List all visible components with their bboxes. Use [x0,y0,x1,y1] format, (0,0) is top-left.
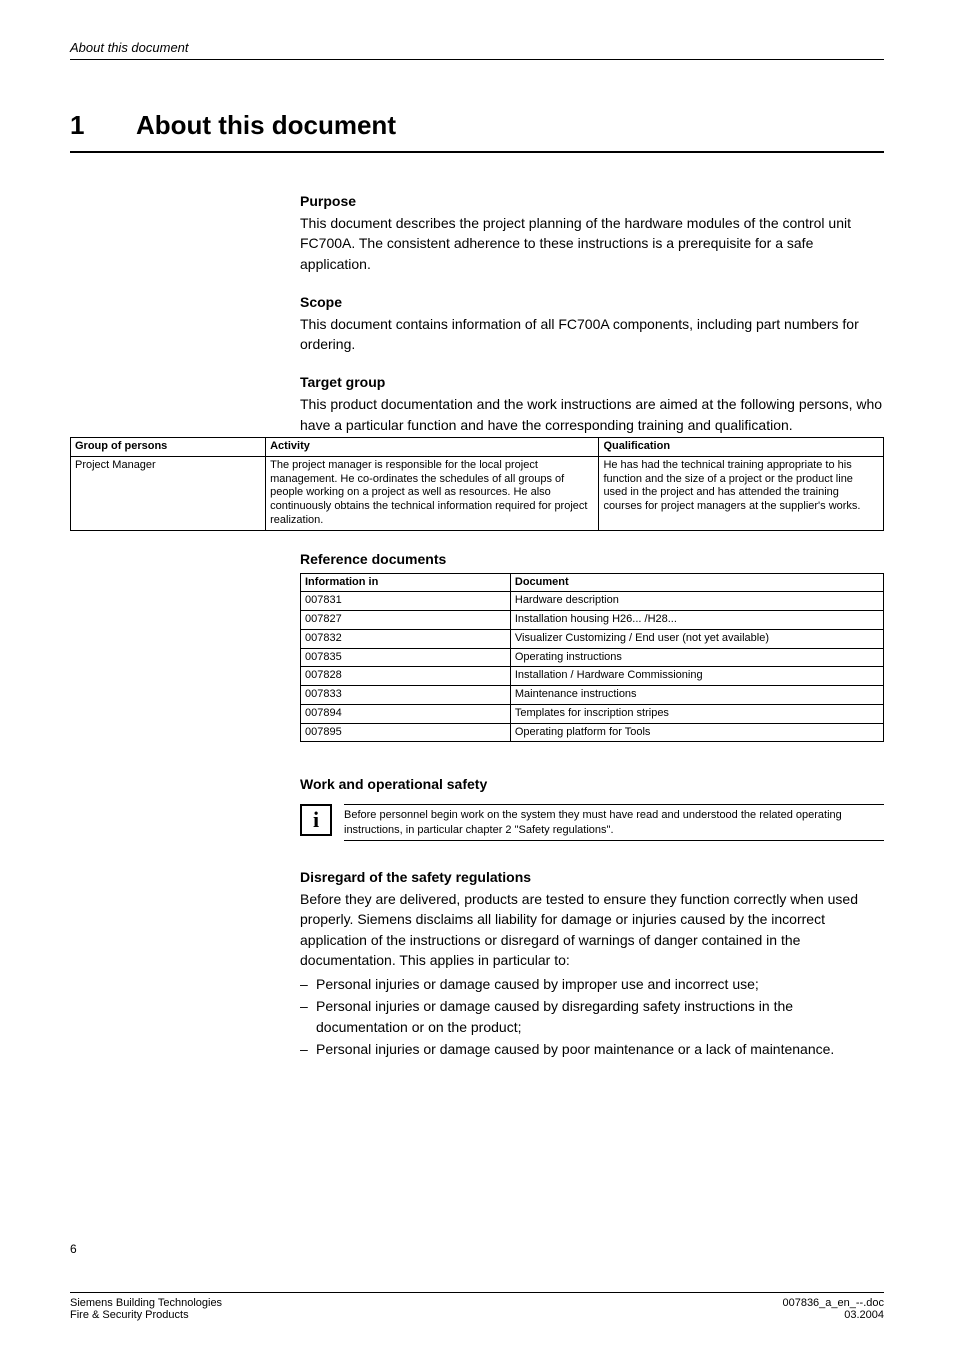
table-cell: 007894 [301,704,511,723]
purpose-heading: Purpose [300,193,884,209]
table-cell: 007831 [301,592,511,611]
col-header: Group of persons [71,438,266,457]
info-icon: i [300,804,332,836]
work-safety-heading: Work and operational safety [300,776,884,792]
table-row: Project Manager The project manager is r… [71,456,884,530]
table-cell: Maintenance instructions [510,686,883,705]
table-cell: Templates for inscription stripes [510,704,883,723]
table-cell: Installation housing H26... /H28... [510,611,883,630]
col-header: Document [510,573,883,592]
page-footer: Siemens Building Technologies Fire & Sec… [70,1292,884,1321]
target-group-body: This product documentation and the work … [300,394,884,435]
chapter-number: 1 [70,110,136,141]
page-number: 6 [70,1242,884,1256]
purpose-body: This document describes the project plan… [300,213,884,274]
footer-left-2: Fire & Security Products [70,1309,222,1321]
table-cell: 007835 [301,648,511,667]
cell-activity: The project manager is responsible for t… [266,456,599,530]
target-group-heading: Target group [300,374,884,390]
table-row: 007831Hardware description [301,592,884,611]
table-cell: Operating platform for Tools [510,723,883,742]
reference-documents-heading: Reference documents [300,551,884,567]
cell-qualification: He has had the technical training approp… [599,456,884,530]
scope-heading: Scope [300,294,884,310]
list-item: Personal injuries or damage caused by di… [300,996,884,1037]
disregard-body: Before they are delivered, products are … [300,889,884,970]
table-row: 007894Templates for inscription stripes [301,704,884,723]
list-item: Personal injuries or damage caused by im… [300,974,884,994]
table-cell: Hardware description [510,592,883,611]
footer-right-1: 007836_a_en_--.doc [782,1297,884,1309]
table-row: 007833Maintenance instructions [301,686,884,705]
running-header: About this document [70,40,884,60]
disregard-list: Personal injuries or damage caused by im… [300,974,884,1059]
list-item: Personal injuries or damage caused by po… [300,1039,884,1059]
reference-documents-table: Information in Document 007831Hardware d… [300,573,884,743]
disregard-heading: Disregard of the safety regulations [300,869,884,885]
table-cell: Installation / Hardware Commissioning [510,667,883,686]
footer-right-2: 03.2004 [782,1309,884,1321]
col-header: Information in [301,573,511,592]
table-cell: Visualizer Customizing / End user (not y… [510,629,883,648]
table-cell: Operating instructions [510,648,883,667]
table-cell: 007827 [301,611,511,630]
table-row: 007835Operating instructions [301,648,884,667]
table-cell: 007895 [301,723,511,742]
chapter-title-text: About this document [136,110,396,140]
table-cell: 007833 [301,686,511,705]
info-note-block: i Before personnel begin work on the sys… [70,804,884,841]
footer-left-1: Siemens Building Technologies [70,1297,222,1309]
table-header-row: Information in Document [301,573,884,592]
cell-group: Project Manager [71,456,266,530]
scope-body: This document contains information of al… [300,314,884,355]
table-row: 007828Installation / Hardware Commission… [301,667,884,686]
col-header: Activity [266,438,599,457]
col-header: Qualification [599,438,884,457]
chapter-title: 1About this document [70,110,884,153]
info-note-text: Before personnel begin work on the syste… [344,804,884,841]
table-cell: 007828 [301,667,511,686]
table-header-row: Group of persons Activity Qualification [71,438,884,457]
table-row: 007895Operating platform for Tools [301,723,884,742]
table-row: 007827Installation housing H26... /H28..… [301,611,884,630]
group-of-persons-table: Group of persons Activity Qualification … [70,437,884,531]
table-row: 007832Visualizer Customizing / End user … [301,629,884,648]
table-cell: 007832 [301,629,511,648]
